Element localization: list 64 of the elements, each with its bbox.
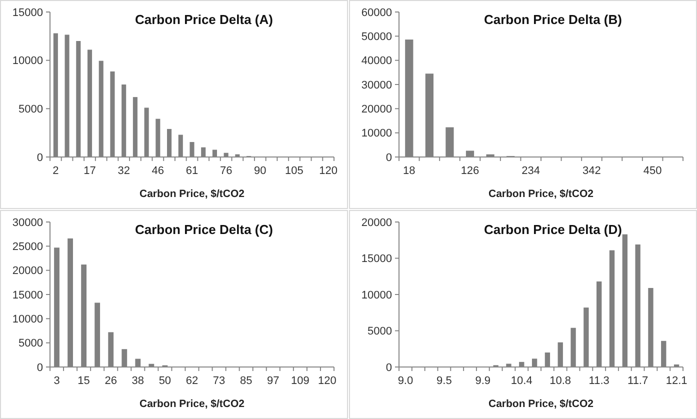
x-tick-label: 15 (78, 375, 90, 387)
x-tick-label: 38 (132, 375, 144, 387)
x-tick-label: 12.1 (666, 375, 688, 387)
y-tick-label: 10000 (12, 55, 43, 68)
y-tick-label: 25000 (12, 241, 43, 254)
x-axis-title: Carbon Price, $/tCO2 (139, 188, 245, 200)
y-tick-label: 0 (386, 362, 392, 374)
x-tick-label: 105 (285, 165, 304, 177)
x-tick-label: 26 (104, 375, 117, 387)
y-tick-label: 40000 (361, 55, 392, 68)
y-tick-label: 15000 (12, 6, 43, 19)
x-axis-title: Carbon Price, $/tCO2 (139, 398, 245, 410)
x-tick-label: 120 (318, 375, 336, 387)
x-tick-label: 73 (212, 375, 226, 387)
x-axis-title: Carbon Price, $/tCO2 (488, 398, 594, 410)
x-tick-label: 9.0 (398, 375, 414, 387)
x-tick-label: 32 (118, 165, 130, 177)
y-tick-label: 0 (36, 362, 43, 374)
y-tick-label: 20000 (361, 104, 392, 116)
y-tick-label: 5000 (368, 326, 392, 338)
y-tick-label: 30000 (12, 216, 43, 229)
y-tick-label: 10000 (12, 314, 43, 326)
chart-title: Carbon Price Delta (A) (135, 12, 273, 27)
x-tick-label: 11.3 (588, 375, 610, 387)
y-tick-label: 15000 (12, 289, 43, 302)
x-tick-label: 46 (152, 165, 164, 177)
chart-title: Carbon Price Delta (C) (135, 222, 273, 237)
x-axis-title: Carbon Price, $/tCO2 (488, 188, 594, 200)
y-tick-label: 50000 (361, 31, 392, 44)
x-tick-label: 2 (52, 165, 59, 177)
x-tick-label: 97 (267, 375, 280, 387)
y-tick-label: 20000 (12, 265, 43, 278)
y-tick-label: 5000 (18, 104, 43, 116)
x-tick-label: 90 (254, 165, 266, 177)
x-tick-label: 10.4 (510, 375, 532, 387)
y-tick-label: 0 (386, 152, 392, 164)
x-tick-label: 9.9 (475, 375, 491, 387)
x-tick-label: 109 (291, 375, 310, 387)
x-tick-label: 342 (582, 165, 601, 177)
x-tick-label: 10.8 (550, 375, 572, 387)
y-tick-label: 20000 (361, 216, 392, 229)
y-tick-label: 30000 (361, 79, 392, 92)
y-tick-label: 5000 (18, 338, 43, 350)
x-tick-label: 234 (522, 165, 540, 177)
x-tick-label: 9.5 (436, 375, 452, 387)
x-tick-label: 61 (186, 165, 198, 177)
x-tick-label: 50 (158, 375, 172, 387)
chart-title: Carbon Price Delta (B) (484, 12, 622, 27)
x-tick-label: 76 (220, 165, 232, 177)
y-tick-label: 60000 (361, 6, 392, 19)
x-tick-label: 126 (460, 165, 480, 177)
y-tick-label: 15000 (361, 253, 392, 266)
x-tick-label: 120 (319, 165, 338, 177)
x-tick-label: 3 (54, 375, 60, 387)
y-tick-label: 10000 (361, 128, 392, 140)
x-tick-label: 11.7 (628, 375, 648, 387)
y-tick-label: 0 (36, 152, 43, 164)
x-tick-label: 62 (186, 375, 198, 387)
x-tick-label: 450 (643, 165, 662, 177)
x-tick-label: 18 (403, 165, 416, 177)
x-tick-label: 85 (240, 375, 252, 387)
chart-title: Carbon Price Delta (D) (484, 222, 622, 237)
x-tick-label: 17 (84, 165, 96, 177)
y-tick-label: 10000 (361, 289, 392, 302)
